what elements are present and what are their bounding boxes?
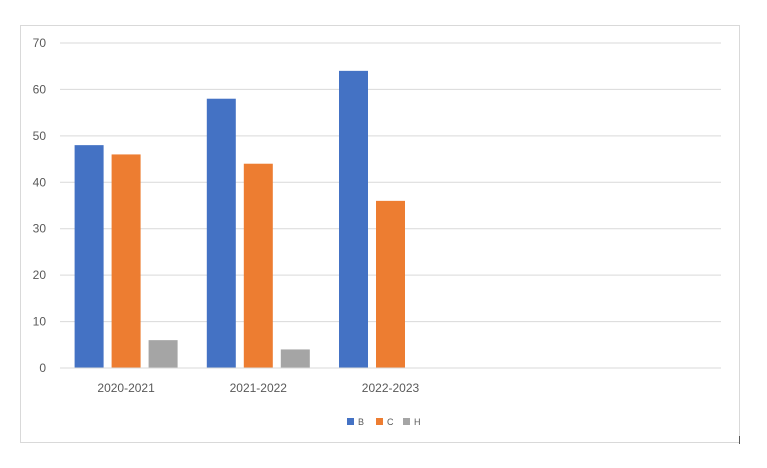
y-tick-label: 50 bbox=[33, 129, 47, 143]
x-tick-label: 2020-2021 bbox=[97, 381, 155, 395]
y-tick-label: 20 bbox=[33, 268, 47, 282]
y-tick-label: 30 bbox=[33, 222, 47, 236]
bar-c-2021-2022 bbox=[243, 163, 273, 368]
x-axis-tick-labels: 2020-2021 2021-2022 2022-2023 bbox=[97, 381, 419, 395]
legend-swatch-h bbox=[403, 418, 410, 425]
bar-c-2020-2021 bbox=[111, 154, 141, 368]
y-tick-label: 0 bbox=[39, 361, 46, 375]
y-tick-label: 10 bbox=[33, 315, 47, 329]
y-tick-label: 70 bbox=[33, 36, 47, 50]
bars bbox=[74, 70, 405, 368]
corner-mark bbox=[739, 436, 740, 444]
legend-swatch-c bbox=[376, 418, 383, 425]
legend-label-h: H bbox=[414, 417, 421, 427]
x-tick-label: 2022-2023 bbox=[362, 381, 420, 395]
bar-c-2022-2023 bbox=[376, 200, 405, 368]
bar-h-2021-2022 bbox=[280, 349, 310, 368]
x-tick-label: 2021-2022 bbox=[230, 381, 288, 395]
bar-b-2022-2023 bbox=[339, 70, 368, 368]
legend-label-c: C bbox=[387, 417, 394, 427]
legend-label-b: B bbox=[358, 417, 364, 427]
gridlines bbox=[60, 42, 721, 323]
y-tick-label: 60 bbox=[33, 82, 47, 96]
bar-b-2020-2021 bbox=[74, 145, 104, 368]
bar-h-2020-2021 bbox=[148, 340, 178, 368]
y-tick-label: 40 bbox=[33, 175, 47, 189]
bar-b-2021-2022 bbox=[206, 98, 236, 368]
legend-swatch-b bbox=[347, 418, 354, 425]
y-axis-tick-labels: 0 10 20 30 40 50 60 70 bbox=[33, 36, 47, 375]
